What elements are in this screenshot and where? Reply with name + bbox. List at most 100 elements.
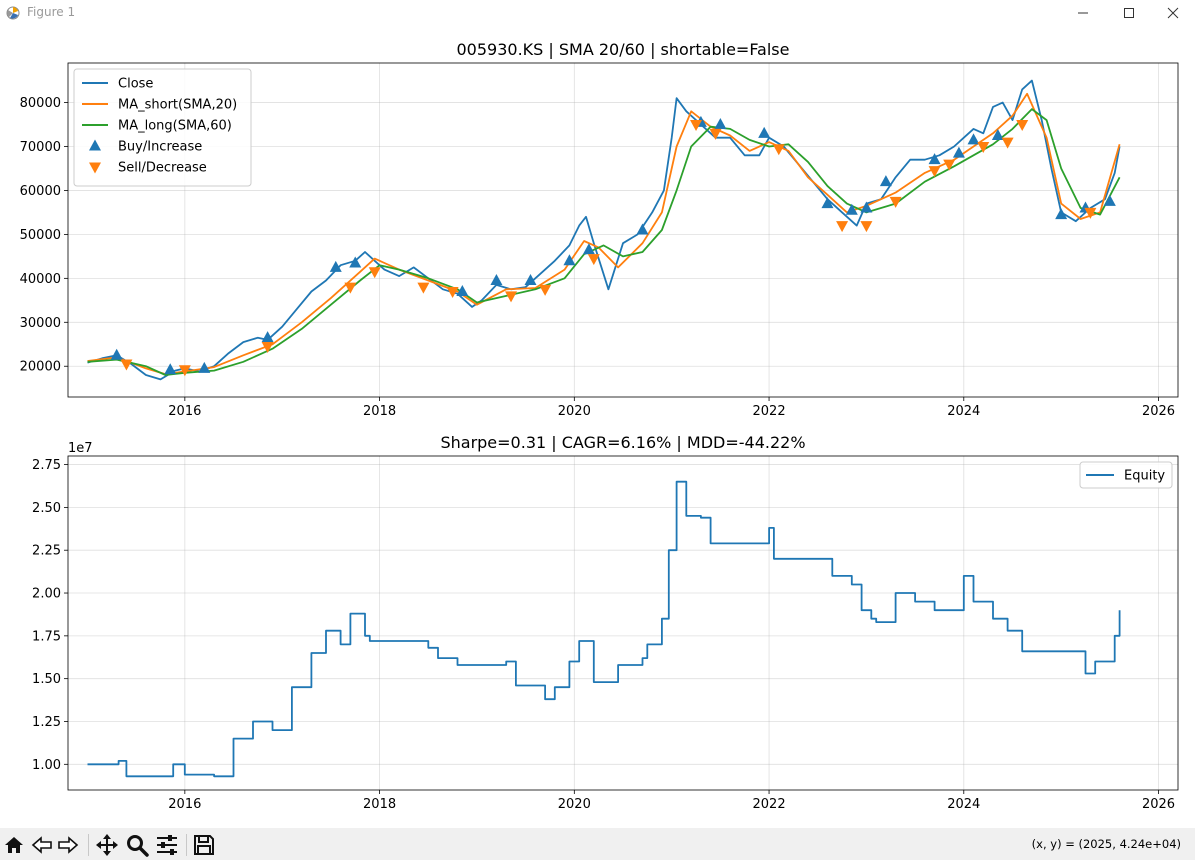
y-tick-label: 2.50 <box>32 501 61 516</box>
buy-marker <box>582 243 595 255</box>
sell-marker <box>120 359 133 371</box>
buy-marker <box>952 146 965 158</box>
zoom-button[interactable] <box>125 833 149 857</box>
y-tick-label: 70000 <box>20 140 61 155</box>
forward-button[interactable] <box>56 833 80 857</box>
buy-marker <box>164 363 177 375</box>
y-tick-label: 50000 <box>20 228 61 243</box>
navigation-toolbar: (x, y) = (2025, 4.24e+04) <box>0 828 1195 860</box>
buy-marker <box>1055 208 1068 220</box>
legend-box <box>1079 461 1173 489</box>
toolbar-separator <box>88 834 89 856</box>
minimize-button[interactable] <box>1060 0 1106 26</box>
sell-marker <box>860 221 873 233</box>
save-icon <box>194 835 214 855</box>
series-line-close <box>87 79 1121 381</box>
y-tick-label: 1.25 <box>32 715 61 730</box>
chart-title: Sharpe=0.31 | CAGR=6.16% | MDD=-44.22% <box>440 433 805 452</box>
sell-marker <box>1001 137 1014 149</box>
y-tick-label: 40000 <box>20 272 61 287</box>
sell-marker <box>446 287 459 299</box>
buy-marker <box>821 197 834 209</box>
buy-marker <box>714 118 727 130</box>
pan-button[interactable] <box>95 833 119 857</box>
sell-marker <box>709 128 722 140</box>
x-tick-label: 2024 <box>947 797 980 812</box>
buy-marker <box>636 223 649 235</box>
buy-marker <box>879 175 892 187</box>
y-tick-label: 2.00 <box>32 587 61 602</box>
buy-marker <box>928 153 941 165</box>
sell-marker <box>690 120 703 132</box>
y-tick-label: 1.50 <box>32 672 61 687</box>
buy-marker <box>991 129 1004 141</box>
y-tick-label: 60000 <box>20 184 61 199</box>
sell-marker <box>943 159 956 171</box>
x-tick-label: 2016 <box>168 404 201 419</box>
subplots-config-icon <box>157 835 177 855</box>
maximize-icon <box>1124 8 1134 18</box>
y-tick-label: 2.25 <box>32 544 61 559</box>
maximize-button[interactable] <box>1106 0 1152 26</box>
buy-marker <box>967 133 980 145</box>
legend-label: Close <box>118 77 153 92</box>
minimize-icon <box>1078 12 1088 14</box>
sell-marker <box>368 267 381 279</box>
matplotlib-figure-icon <box>6 6 20 20</box>
buy-marker <box>198 361 211 373</box>
axes-frame <box>67 455 1179 791</box>
legend-marker-swatch <box>89 162 101 174</box>
window-titlebar: Figure 1 <box>0 0 1195 26</box>
save-button[interactable] <box>192 833 216 857</box>
forward-icon <box>58 836 79 854</box>
y-tick-label: 80000 <box>20 96 61 111</box>
series-line-ma-long-sma-60- <box>87 108 1121 376</box>
legend-label: MA_short(SMA,20) <box>118 98 237 113</box>
sell-marker <box>977 142 990 153</box>
sell-marker <box>344 282 357 294</box>
x-tick-label: 2018 <box>363 797 396 812</box>
y-tick-label: 30000 <box>20 316 61 331</box>
x-tick-label: 2024 <box>947 404 980 419</box>
buy-marker <box>490 274 503 286</box>
x-tick-label: 2020 <box>558 797 591 812</box>
pan-icon <box>96 834 118 856</box>
figure-canvas[interactable]: 005930.KS | SMA 20/60 | shortable=False 2… <box>0 26 1195 828</box>
zoom-icon <box>127 835 149 857</box>
toolbar-separator <box>186 834 187 856</box>
buy-marker <box>456 285 469 297</box>
home-button[interactable] <box>2 833 26 857</box>
legend-marker-swatch <box>89 139 101 151</box>
buy-marker <box>758 126 771 138</box>
subplots-config-button[interactable] <box>155 833 179 857</box>
x-tick-label: 2026 <box>1142 404 1175 419</box>
home-icon <box>5 837 23 853</box>
buy-marker <box>860 201 873 213</box>
x-tick-label: 2022 <box>753 404 786 419</box>
sell-marker <box>1016 120 1029 132</box>
sell-marker <box>539 284 552 296</box>
buy-marker <box>563 254 576 266</box>
close-icon <box>1167 7 1179 19</box>
buy-marker <box>261 331 274 343</box>
buy-marker <box>1103 194 1116 206</box>
window-title: Figure 1 <box>27 5 76 19</box>
buy-marker <box>110 348 123 360</box>
back-icon <box>31 836 52 854</box>
legend-label: Sell/Decrease <box>118 161 207 176</box>
sell-marker <box>772 144 785 156</box>
legend-label: Equity <box>1124 469 1165 484</box>
buy-marker <box>845 203 858 215</box>
sell-marker <box>178 365 191 377</box>
buy-marker <box>349 256 362 268</box>
coordinate-readout: (x, y) = (2025, 4.24e+04) <box>1031 837 1181 851</box>
buy-marker <box>329 260 342 272</box>
sell-marker <box>587 254 600 266</box>
sell-marker <box>1084 207 1097 219</box>
sell-marker <box>505 291 518 303</box>
close-button[interactable] <box>1150 0 1195 26</box>
legend-box <box>73 68 252 187</box>
back-button[interactable] <box>30 833 54 857</box>
sell-marker <box>928 166 941 178</box>
axes-frame <box>67 62 1179 398</box>
